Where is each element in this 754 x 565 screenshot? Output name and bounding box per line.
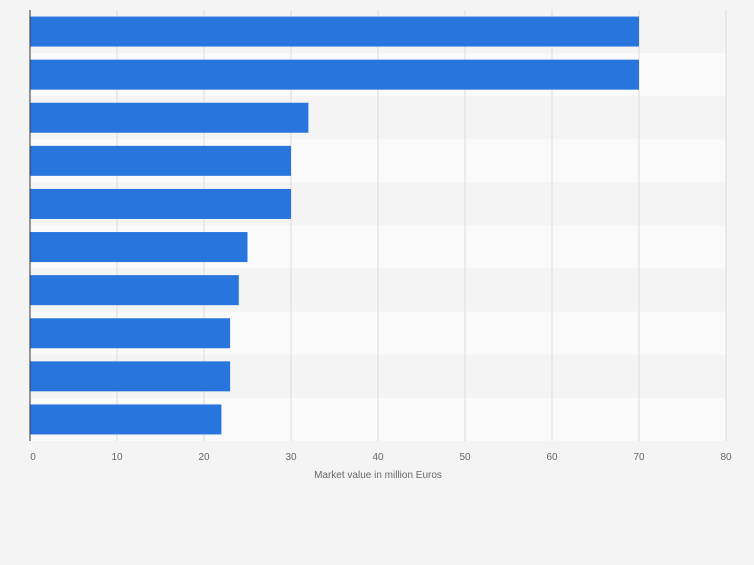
bar [30, 318, 231, 349]
bar [30, 145, 291, 176]
bars [30, 16, 639, 435]
bar [30, 59, 639, 90]
bar [30, 188, 291, 219]
x-tick-label: 40 [372, 452, 384, 463]
x-tick-label: 50 [459, 452, 471, 463]
x-tick-label: 30 [285, 452, 297, 463]
bar [30, 16, 639, 47]
bar [30, 361, 231, 392]
x-tick-label: 70 [633, 452, 645, 463]
bar [30, 404, 222, 435]
x-axis-label: Market value in million Euros [314, 470, 442, 481]
x-tick-label: 60 [546, 452, 558, 463]
bar [30, 232, 248, 263]
bar [30, 275, 239, 306]
x-tick-label: 80 [720, 452, 732, 463]
x-tick-labels: 0 10 20 30 40 50 60 70 80 [30, 452, 732, 463]
x-tick-label: 0 [30, 452, 36, 463]
x-tick-label: 10 [111, 452, 123, 463]
x-tick-label: 20 [198, 452, 210, 463]
bar [30, 102, 309, 133]
